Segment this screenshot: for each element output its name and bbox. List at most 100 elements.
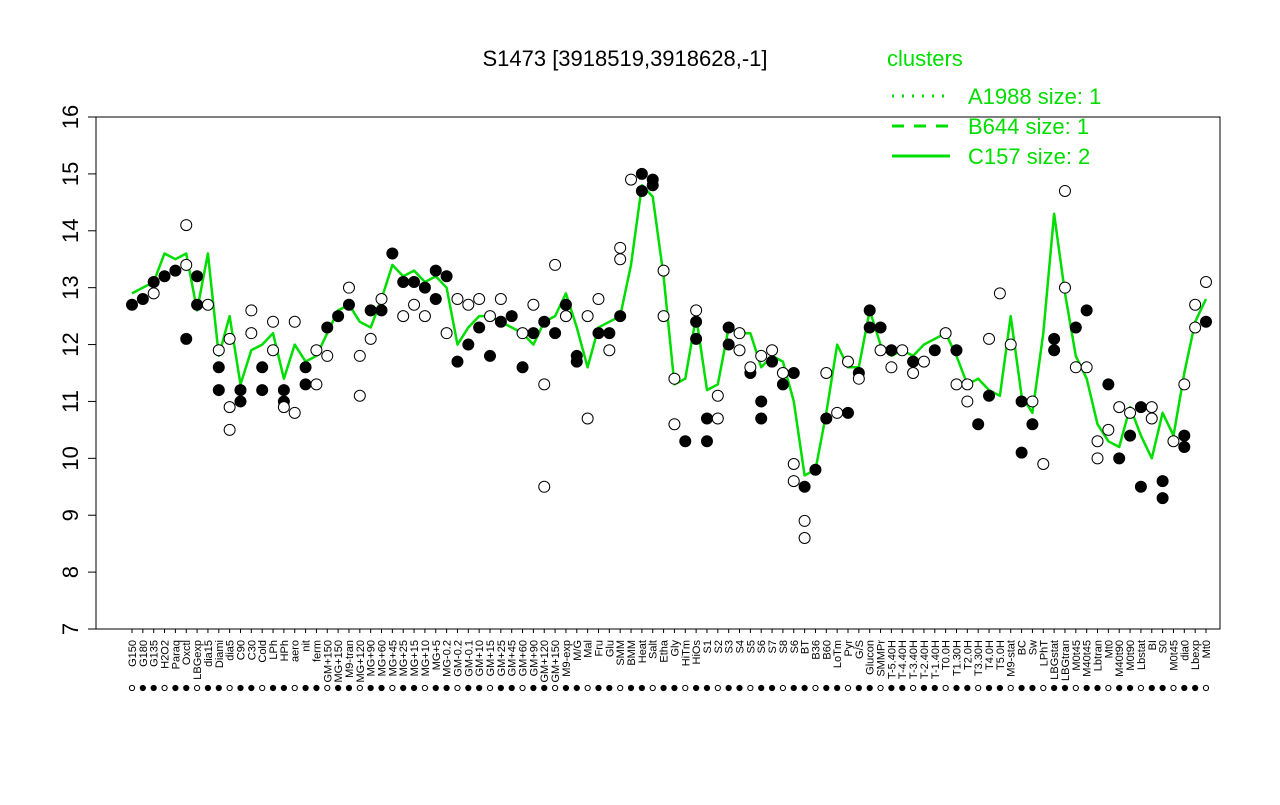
data-point-open (1026, 395, 1039, 408)
x-tick-label: S3 (724, 640, 736, 653)
rug-marker (855, 684, 862, 692)
rug-marker (400, 684, 407, 692)
x-tick-label: C30 (246, 640, 258, 660)
rug-marker (324, 684, 331, 692)
data-point-open (1124, 406, 1137, 419)
rug-marker (139, 684, 146, 692)
data-point-open (559, 310, 572, 323)
x-tick-label: M40t45 (1082, 640, 1094, 677)
rug-marker (768, 684, 776, 692)
data-point-open (516, 327, 529, 340)
data-point-open (245, 304, 258, 317)
series-line (131, 184, 1208, 477)
x-tick-label: S8 (778, 640, 790, 653)
data-point-open (874, 344, 887, 357)
rug-marker (747, 684, 754, 692)
x-tick-label: HiOs (691, 640, 703, 665)
data-point-open (451, 293, 464, 306)
x-tick-label: GM+25 (496, 640, 508, 676)
x-tick-label: GM+45 (507, 640, 519, 676)
x-tick-label: M0t45 (1071, 640, 1083, 671)
x-tick-label: S0 (1158, 640, 1170, 653)
data-point-open (1080, 361, 1093, 374)
data-point-filled (1113, 452, 1126, 465)
x-tick-label: BI (1147, 640, 1159, 650)
data-point-filled (755, 395, 768, 408)
rug-marker (888, 684, 895, 692)
data-point-open (440, 327, 453, 340)
x-tick-label: MG+120 (355, 640, 367, 683)
data-point-filled (766, 355, 779, 368)
x-tick-label: MG+25 (398, 640, 410, 676)
rug-marker (562, 684, 570, 692)
data-point-open (1091, 452, 1104, 465)
x-tick-label: S7 (767, 640, 779, 653)
data-point-filled (451, 355, 464, 368)
data-point-open (538, 378, 551, 391)
x-tick-label: MG+15 (409, 640, 421, 676)
rug-marker (844, 684, 852, 692)
rug-marker (204, 684, 212, 692)
data-point-open (961, 395, 974, 408)
data-point-filled (1069, 321, 1082, 334)
data-point-open (907, 367, 920, 379)
data-point-filled (364, 304, 377, 317)
x-tick-label: S5 (745, 640, 757, 653)
x-tick-label: Heat (637, 640, 649, 663)
x-tick-label: G180 (138, 640, 150, 667)
x-tick-label: GM+15 (485, 640, 497, 676)
rug-marker (790, 684, 797, 692)
x-tick-label: HPh (279, 640, 291, 661)
data-point-open (755, 349, 768, 362)
data-point-open (950, 378, 963, 391)
x-tick-label: M0t90 (1125, 640, 1137, 671)
x-tick-label: dia15 (203, 640, 215, 667)
x-tick-label: nit (301, 640, 313, 652)
data-point-filled (299, 378, 312, 391)
data-point-filled (646, 173, 659, 186)
data-point-filled (538, 315, 551, 328)
data-point-open (538, 480, 551, 493)
x-tick-label: G/S (854, 640, 866, 659)
x-tick-label: T-1.40H (930, 640, 942, 679)
x-tick-label: M9-stat (1006, 640, 1018, 677)
data-point-filled (1048, 344, 1061, 357)
rug-marker (193, 684, 201, 692)
data-point-filled (1156, 475, 1169, 488)
data-point-open (180, 219, 193, 232)
x-tick-label: Lbexp (1190, 640, 1202, 670)
data-point-filled (820, 412, 833, 425)
data-point-open (549, 258, 562, 271)
rug-marker (1040, 684, 1047, 692)
x-tick-label: LPhT (1038, 640, 1050, 667)
data-point-open (657, 264, 670, 277)
rug-marker (942, 684, 949, 692)
data-point-open (896, 344, 909, 357)
rug-marker (649, 684, 656, 692)
rug-marker (1094, 684, 1101, 692)
data-point-filled (256, 361, 269, 374)
data-point-open (1145, 412, 1158, 425)
rug-marker (1007, 684, 1014, 692)
rug-marker (1148, 684, 1155, 692)
rug-marker (1202, 684, 1210, 692)
data-point-filled (234, 384, 247, 397)
x-tick-label: MG-0.2 (442, 640, 454, 677)
rug-marker (1170, 684, 1177, 692)
rug-marker (1181, 684, 1188, 692)
data-point-filled (158, 270, 171, 283)
rug-marker (367, 684, 374, 692)
rug-marker (128, 684, 136, 692)
data-point-filled (429, 293, 442, 306)
rug-marker (671, 684, 678, 692)
data-point-filled (169, 264, 182, 277)
x-tick-label: S6 (789, 640, 801, 653)
data-point-filled (527, 327, 540, 340)
data-point-open (603, 344, 616, 357)
data-point-filled (386, 247, 399, 260)
data-point-filled (700, 435, 713, 448)
rug-marker (421, 684, 429, 692)
rug-marker (899, 684, 906, 692)
rug-marker (801, 684, 808, 692)
x-tick-label: MG+90 (366, 640, 378, 676)
